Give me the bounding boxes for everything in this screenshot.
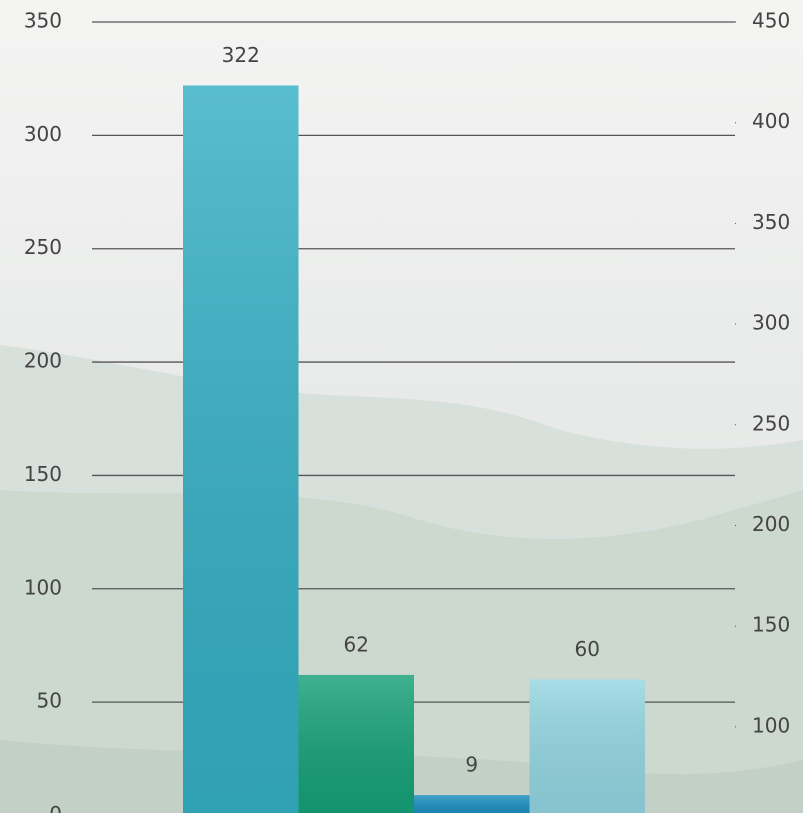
y2-tick-label: 350 xyxy=(752,210,790,234)
y2-tick-label: 400 xyxy=(752,109,790,133)
bar-shade xyxy=(529,679,645,813)
y2-tick-label: 100 xyxy=(752,713,790,737)
y2-tick-label: 150 xyxy=(752,613,790,637)
y2-tick-label: 450 xyxy=(752,9,790,33)
y2-tick-label: 200 xyxy=(752,512,790,536)
value-label: 9 xyxy=(465,753,478,777)
value-label: 322 xyxy=(222,43,260,67)
y-tick-label: 0 xyxy=(49,802,62,813)
plot: 0 50 100 150 200 250 300 350 100 150 200 250 300 350 4… xyxy=(24,9,790,813)
y-tick-label: 350 xyxy=(24,9,62,33)
value-label: 62 xyxy=(344,632,369,656)
y-tick-label: 100 xyxy=(24,575,62,599)
y-tick-label: 250 xyxy=(24,235,62,259)
bar-shade xyxy=(298,674,414,813)
y-tick-label: 300 xyxy=(24,122,62,146)
value-label: 60 xyxy=(575,637,600,661)
y2-tick-label: 250 xyxy=(752,411,790,435)
y-tick-label: 200 xyxy=(24,349,62,373)
bar-shade xyxy=(183,85,299,813)
y2-tick-label: 300 xyxy=(752,311,790,335)
y-tick-label: 150 xyxy=(24,462,62,486)
bar-shade xyxy=(414,795,530,813)
y-tick-label: 50 xyxy=(37,689,62,713)
